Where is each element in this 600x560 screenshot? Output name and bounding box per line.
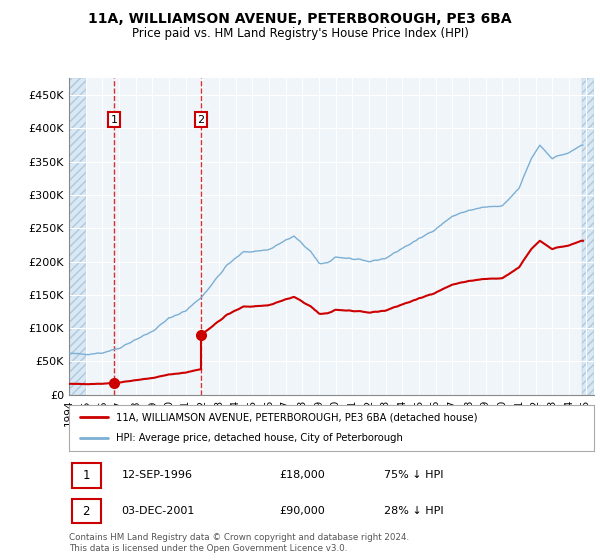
Text: 75% ↓ HPI: 75% ↓ HPI [384, 470, 443, 480]
Text: Price paid vs. HM Land Registry's House Price Index (HPI): Price paid vs. HM Land Registry's House … [131, 27, 469, 40]
Text: 03-DEC-2001: 03-DEC-2001 [121, 506, 195, 516]
Text: £18,000: £18,000 [279, 470, 325, 480]
Text: Contains HM Land Registry data © Crown copyright and database right 2024.: Contains HM Land Registry data © Crown c… [69, 533, 409, 542]
Text: HPI: Average price, detached house, City of Peterborough: HPI: Average price, detached house, City… [116, 433, 403, 444]
Text: £90,000: £90,000 [279, 506, 325, 516]
Text: 28% ↓ HPI: 28% ↓ HPI [384, 506, 443, 516]
Bar [581, 78, 594, 395]
Text: 1: 1 [110, 115, 118, 124]
Text: 11A, WILLIAMSON AVENUE, PETERBOROUGH, PE3 6BA: 11A, WILLIAMSON AVENUE, PETERBOROUGH, PE… [88, 12, 512, 26]
Text: 11A, WILLIAMSON AVENUE, PETERBOROUGH, PE3 6BA (detached house): 11A, WILLIAMSON AVENUE, PETERBOROUGH, PE… [116, 412, 478, 422]
Text: 2: 2 [82, 505, 90, 518]
Bar [69, 78, 86, 395]
Text: 12-SEP-1996: 12-SEP-1996 [121, 470, 193, 480]
Text: 1: 1 [82, 469, 90, 482]
Text: 2: 2 [197, 115, 205, 124]
Bar [71, 463, 101, 488]
Text: This data is licensed under the Open Government Licence v3.0.: This data is licensed under the Open Gov… [69, 544, 347, 553]
Bar [71, 499, 101, 524]
